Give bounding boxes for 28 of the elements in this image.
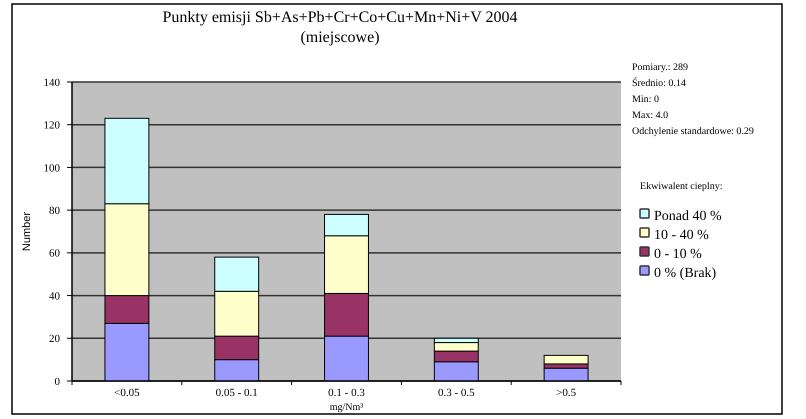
legend-title: Ekwiwalent cieplny: [640, 181, 722, 192]
x-tick-label: <0.05 [114, 387, 140, 399]
text: Pomiary.: 289 [632, 62, 688, 73]
legend-label: 0 % (Brak) [654, 266, 717, 281]
text: Min: 0 [632, 94, 659, 105]
y-tick-label: 40 [49, 290, 60, 302]
chart-title: Punkty emisji Sb+As+Pb+Cr+Co+Cu+Mn+Ni+V 2004 [162, 9, 518, 26]
chart-subtitle: (miejscowe) [300, 29, 380, 46]
y-tick-label: 100 [44, 162, 60, 174]
legend-label: 0 - 10 % [654, 246, 702, 262]
y-tick-label: 20 [49, 333, 60, 346]
x-tick-label: 0.05 - 0.1 [216, 387, 258, 399]
bar [544, 354, 589, 364]
x-tick-label: 0.3 - 0.5 [438, 387, 476, 399]
y-tick-label: 80 [49, 204, 60, 217]
text: Max: 4.0 [632, 110, 668, 121]
text: Odchylenie standardowe: 0.29 [632, 126, 754, 137]
y-tick-label: 0 [54, 376, 60, 388]
legend-label: 10 - 40 % [654, 228, 710, 243]
y-tick-label: 60 [49, 248, 60, 260]
x-tick-label: >0.5 [556, 387, 577, 399]
y-tick-label: 140 [44, 76, 60, 89]
legend-label: Ponad 40 % [654, 208, 722, 224]
text: Średnio: 0.14 [632, 77, 686, 89]
y-tick-label: 120 [44, 120, 60, 132]
y-axis-title: Number [21, 212, 33, 252]
x-tick-label: 0.1 - 0.3 [328, 387, 366, 399]
x-axis-title: mg/Nm³ [330, 402, 364, 413]
